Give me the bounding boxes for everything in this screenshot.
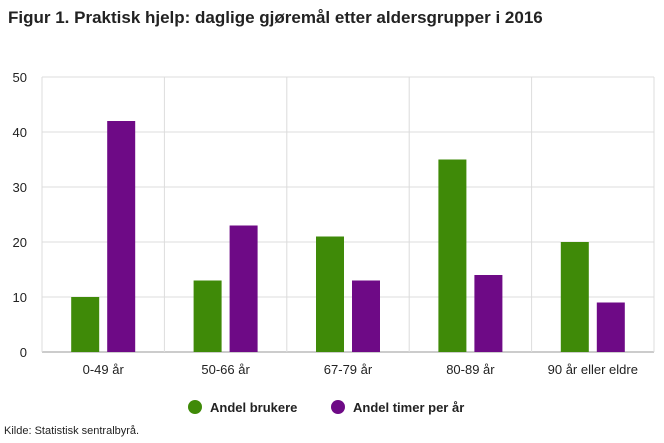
- legend-label-andel-brukere: Andel brukere: [210, 399, 298, 415]
- bar-andel-timer-2: [352, 280, 380, 352]
- x-tick-label-4: 90 år eller eldre: [548, 362, 638, 377]
- legend: Andel brukere Andel timer per år: [0, 395, 664, 419]
- x-tick-label-0: 0-49 år: [83, 362, 125, 377]
- x-tick-label-2: 67-79 år: [324, 362, 373, 377]
- bar-andel-brukere-1: [193, 280, 222, 352]
- y-tick-label-40: 40: [13, 125, 27, 140]
- bar-andel-brukere-0: [71, 297, 100, 352]
- bar-andel-timer-3: [474, 275, 503, 352]
- source-note: Kilde: Statistisk sentralbyrå.: [4, 425, 140, 437]
- bar-andel-timer-4: [596, 302, 625, 352]
- legend-swatch-andel-brukere: [188, 400, 202, 414]
- x-tick-label-3: 80-89 år: [446, 362, 495, 377]
- bar-andel-brukere-4: [560, 242, 589, 352]
- x-tick-label-1: 50-66 år: [201, 362, 250, 377]
- chart-title: Figur 1. Praktisk hjelp: daglige gjøremå…: [8, 8, 543, 27]
- bar-andel-brukere-3: [438, 159, 467, 352]
- bar-andel-timer-0: [107, 121, 136, 352]
- y-tick-label-30: 30: [13, 180, 27, 195]
- y-tick-label-50: 50: [13, 70, 27, 85]
- legend-label-andel-timer-per-ar: Andel timer per år: [353, 399, 465, 415]
- bar-chart: 0 10 20 30 40 50 0-49 år 50-66 år 67-79 år 80-89 …: [13, 70, 655, 377]
- bar-andel-timer-1: [229, 225, 258, 352]
- legend-item-andel-timer-per-ar: Andel timer per år: [331, 395, 464, 419]
- bar-andel-brukere-2: [316, 236, 344, 352]
- legend-item-andel-brukere: Andel brukere: [188, 395, 297, 419]
- y-tick-label-0: 0: [20, 345, 27, 360]
- y-tick-label-20: 20: [13, 235, 27, 250]
- legend-swatch-andel-timer-per-ar: [331, 400, 345, 414]
- y-tick-label-10: 10: [13, 290, 27, 305]
